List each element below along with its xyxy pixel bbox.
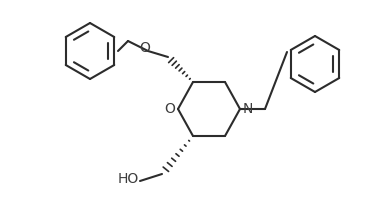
Text: O: O: [164, 102, 175, 116]
Text: HO: HO: [117, 172, 139, 186]
Text: O: O: [140, 41, 151, 55]
Text: N: N: [243, 102, 253, 116]
